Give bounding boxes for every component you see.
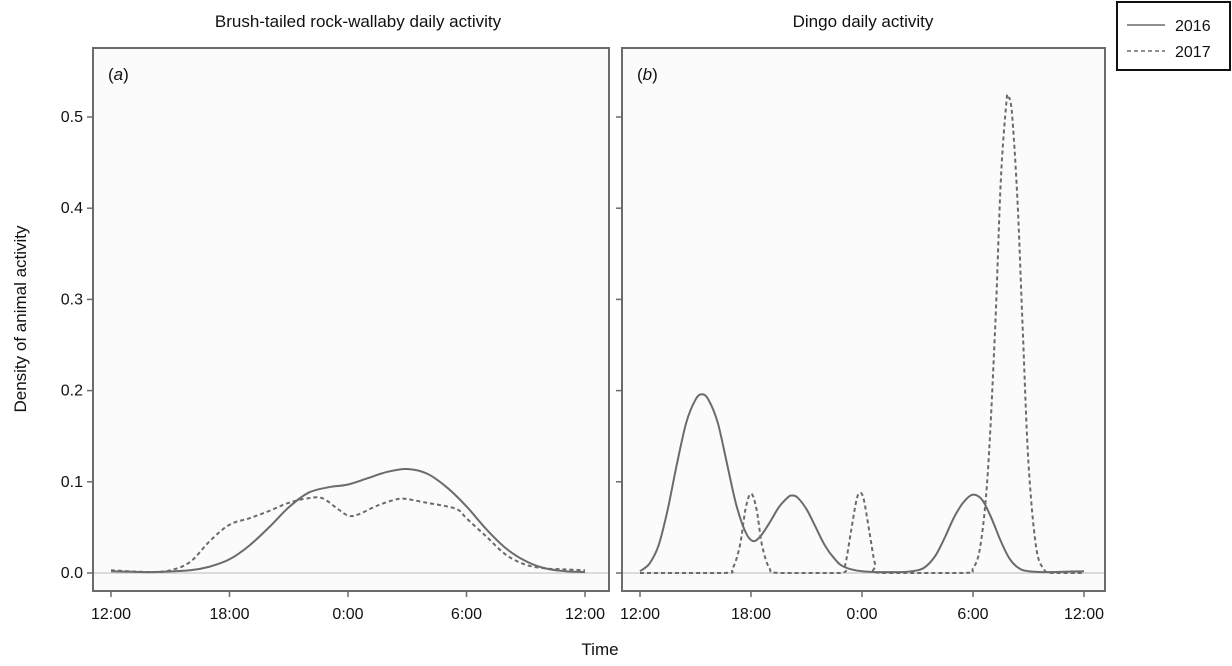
x-tick-label: 6:00 — [957, 606, 988, 623]
panel-a-title: Brush-tailed rock-wallaby daily activity — [215, 12, 502, 31]
series-line-2016 — [110, 467, 586, 574]
panel-a-frame — [92, 47, 610, 592]
series-line-2017 — [639, 93, 1084, 575]
x-tick-label: 12:00 — [91, 606, 131, 623]
panel-b-series — [639, 93, 1085, 575]
x-tick-label: 18:00 — [731, 606, 771, 623]
panel-a: Brush-tailed rock-wallaby daily activity… — [61, 12, 610, 623]
panel-b-x-axis: 12:00 18:00 0:00 6:00 12:00 — [620, 591, 1104, 623]
panel-b-title: Dingo daily activity — [793, 12, 934, 31]
x-tick-label: 6:00 — [451, 606, 482, 623]
x-tick-label: 0:00 — [846, 606, 877, 623]
y-tick-label: 0.4 — [61, 200, 83, 217]
legend: 2016 2017 — [1116, 1, 1231, 71]
panel-a-y-axis: 0.0 0.1 0.2 0.3 0.4 0.5 — [61, 109, 93, 582]
x-tick-label: 0:00 — [332, 606, 363, 623]
y-tick-label: 0.2 — [61, 383, 83, 400]
x-tick-label: 12:00 — [1064, 606, 1104, 623]
x-axis-title: Time — [581, 640, 618, 659]
panel-b-y-axis — [616, 116, 622, 574]
panel-b: Dingo daily activity (b) 12:00 18:00 0:00 6… — [616, 12, 1106, 623]
x-tick-label: 12:00 — [565, 606, 605, 623]
y-axis-title: Density of animal activity — [11, 225, 30, 413]
x-tick-label: 18:00 — [209, 606, 249, 623]
panel-a-x-axis: 12:00 18:00 0:00 6:00 12:00 — [91, 591, 605, 623]
panel-a-label: (a) — [108, 65, 129, 84]
y-tick-label: 0.3 — [61, 291, 83, 308]
legend-box — [1116, 1, 1231, 71]
series-line-2016 — [639, 393, 1085, 574]
y-tick-label: 0.0 — [61, 565, 83, 582]
series-line-2017 — [110, 496, 586, 574]
y-tick-label: 0.5 — [61, 109, 83, 126]
panel-a-series — [110, 467, 586, 574]
x-tick-label: 12:00 — [620, 606, 660, 623]
legend-label-2017: 2017 — [1175, 44, 1211, 61]
y-tick-label: 0.1 — [61, 474, 83, 491]
panel-b-label: (b) — [637, 65, 658, 84]
legend-label-2016: 2016 — [1175, 18, 1211, 35]
